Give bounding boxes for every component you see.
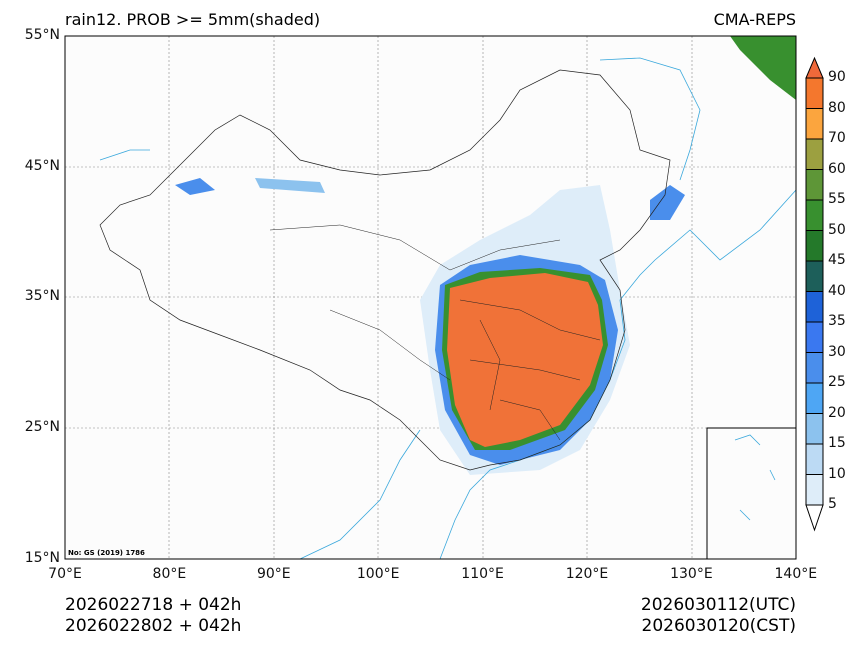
colorbar-segment — [805, 108, 824, 140]
model-name: CMA-REPS — [713, 10, 796, 29]
coastline — [99, 57, 797, 560]
colorbar-label: 90 — [828, 69, 846, 85]
lon-tick-label: 140°E — [774, 566, 818, 582]
colorbar-segment — [805, 199, 824, 231]
init-time-utc: 2026022718 + 042h — [65, 595, 242, 615]
lat-tick-label: 25°N — [24, 419, 60, 435]
lon-tick-label: 110°E — [461, 566, 504, 582]
province-borders — [269, 224, 601, 441]
colorbar-label: 45 — [828, 252, 846, 268]
colorbar-label: 25 — [828, 374, 846, 390]
china-border — [99, 69, 671, 471]
colorbar-label: 80 — [828, 99, 846, 116]
colorbar-segment — [805, 443, 824, 475]
colorbar-segment — [805, 138, 824, 170]
prob-northeast-area — [650, 185, 685, 220]
south-china-sea-inset — [706, 427, 797, 560]
map-frame — [64, 35, 797, 560]
prob-northwest-area-2 — [255, 178, 325, 193]
inset-islands — [734, 434, 776, 521]
init-time-cst: 2026022802 + 042h — [65, 616, 242, 636]
lat-tick-label: 45°N — [24, 158, 60, 174]
lat-tick-label: 35°N — [24, 288, 60, 304]
colorbar-label: 40 — [828, 282, 846, 299]
map-title: rain12. PROB >= 5mm(shaded) — [65, 10, 321, 29]
lon-tick-label: 130°E — [670, 566, 713, 582]
colorbar-segment — [805, 413, 824, 445]
map-note: No: GS (2019) 1786 — [68, 549, 145, 557]
colorbar-label: 35 — [828, 313, 846, 329]
lon-tick-label: 120°E — [565, 566, 609, 582]
colorbar-label: 15 — [828, 435, 846, 451]
lat-tick-label: 55°N — [24, 27, 60, 43]
lat-tick-label: 15°N — [24, 550, 60, 566]
colorbar-label: 55 — [828, 191, 846, 207]
prob-ne-corner — [730, 36, 796, 100]
lon-tick-label: 90°E — [256, 566, 291, 582]
colorbar-label: 30 — [828, 343, 846, 360]
colorbar-segment — [805, 382, 824, 414]
colorbar-segment — [805, 474, 824, 506]
prob-northwest-area — [175, 178, 215, 195]
colorbar-segment — [805, 321, 824, 353]
colorbar-segment — [805, 291, 824, 323]
colorbar-segment — [805, 169, 824, 201]
colorbar — [805, 56, 824, 532]
colorbar-segment — [805, 352, 824, 384]
lon-tick-label: 100°E — [356, 566, 400, 582]
colorbar-under-arrow — [805, 504, 824, 532]
colorbar-label: 5 — [828, 496, 837, 512]
lon-tick-label: 80°E — [152, 566, 187, 582]
valid-time-utc: 2026030112(UTC) — [640, 595, 796, 615]
colorbar-label: 70 — [828, 130, 846, 146]
colorbar-segment — [805, 230, 824, 262]
colorbar-label: 60 — [828, 160, 846, 177]
colorbar-segment — [805, 260, 824, 292]
valid-time-cst: 2026030120(CST) — [641, 616, 796, 636]
colorbar-over-arrow — [805, 56, 824, 79]
prob-high-area — [447, 273, 603, 447]
colorbar-segment — [805, 77, 824, 109]
colorbar-label: 50 — [828, 221, 846, 238]
lon-tick-label: 70°E — [48, 566, 82, 582]
colorbar-label: 10 — [828, 465, 846, 482]
colorbar-label: 20 — [828, 404, 846, 421]
